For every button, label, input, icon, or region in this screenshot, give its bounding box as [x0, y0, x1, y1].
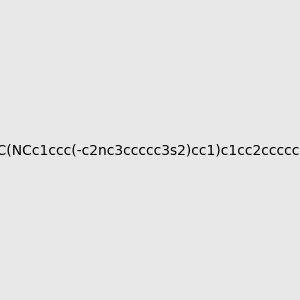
- Text: O=C(NCc1ccc(-c2nc3ccccc3s2)cc1)c1cc2ccccc2o1: O=C(NCc1ccc(-c2nc3ccccc3s2)cc1)c1cc2cccc…: [0, 143, 300, 157]
